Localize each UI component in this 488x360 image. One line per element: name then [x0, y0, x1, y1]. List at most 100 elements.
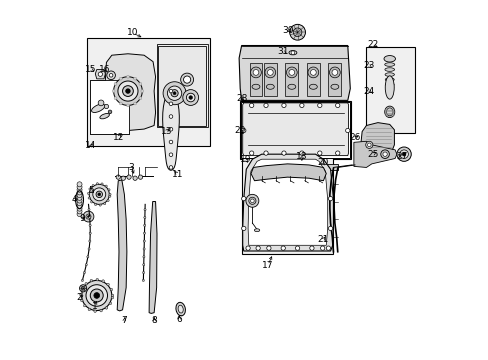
Circle shape: [126, 104, 129, 107]
Polygon shape: [105, 54, 155, 131]
Circle shape: [317, 103, 321, 108]
Text: 18: 18: [296, 152, 307, 161]
Circle shape: [119, 77, 122, 80]
Circle shape: [121, 176, 125, 180]
Circle shape: [94, 203, 97, 206]
Circle shape: [143, 240, 145, 242]
Circle shape: [163, 82, 185, 105]
Circle shape: [86, 285, 107, 306]
Polygon shape: [95, 69, 105, 79]
Polygon shape: [239, 45, 349, 100]
Text: 30: 30: [282, 26, 293, 35]
Circle shape: [107, 199, 109, 202]
Polygon shape: [242, 154, 333, 251]
Circle shape: [88, 208, 90, 211]
Bar: [323, 163, 338, 170]
Circle shape: [264, 151, 267, 155]
Circle shape: [335, 151, 339, 155]
Circle shape: [111, 296, 113, 299]
Circle shape: [125, 89, 130, 93]
Circle shape: [183, 90, 198, 105]
Polygon shape: [242, 103, 348, 156]
Circle shape: [289, 24, 305, 40]
Circle shape: [255, 246, 260, 250]
Circle shape: [102, 280, 104, 282]
Circle shape: [77, 203, 82, 208]
Ellipse shape: [178, 305, 183, 313]
Circle shape: [89, 232, 91, 234]
Text: 10: 10: [126, 28, 138, 37]
Circle shape: [245, 246, 250, 250]
Circle shape: [299, 103, 304, 108]
Ellipse shape: [385, 78, 393, 81]
Circle shape: [111, 294, 114, 297]
Bar: [241, 150, 333, 253]
Text: 2: 2: [77, 293, 82, 302]
Text: 4: 4: [71, 195, 77, 204]
Text: 17: 17: [262, 261, 273, 270]
Text: 26: 26: [348, 133, 360, 142]
Circle shape: [141, 90, 143, 93]
Circle shape: [109, 193, 111, 195]
Text: 28: 28: [236, 94, 247, 103]
Circle shape: [169, 127, 172, 131]
Circle shape: [87, 192, 89, 194]
Circle shape: [94, 293, 100, 298]
Circle shape: [249, 151, 253, 155]
Circle shape: [142, 271, 144, 274]
Circle shape: [87, 216, 89, 218]
Circle shape: [114, 97, 117, 100]
Circle shape: [295, 246, 299, 250]
Circle shape: [317, 151, 321, 155]
Circle shape: [402, 152, 405, 156]
Text: 11: 11: [172, 170, 183, 179]
Circle shape: [143, 216, 145, 219]
Circle shape: [171, 90, 178, 97]
Circle shape: [328, 226, 332, 230]
Circle shape: [169, 153, 172, 157]
Circle shape: [266, 246, 270, 250]
Circle shape: [113, 77, 142, 105]
Circle shape: [98, 193, 101, 196]
Bar: [89, 80, 129, 134]
Ellipse shape: [254, 229, 259, 231]
Circle shape: [77, 195, 82, 201]
Circle shape: [89, 224, 91, 226]
Circle shape: [77, 184, 82, 189]
Circle shape: [81, 299, 83, 302]
Text: 20: 20: [316, 158, 328, 167]
Circle shape: [88, 308, 90, 311]
Circle shape: [100, 309, 102, 312]
Text: 14: 14: [85, 141, 97, 150]
Circle shape: [81, 279, 83, 282]
Polygon shape: [117, 180, 126, 311]
Ellipse shape: [176, 302, 185, 316]
Ellipse shape: [309, 84, 317, 89]
Text: 16: 16: [99, 65, 110, 74]
Circle shape: [307, 67, 318, 78]
Circle shape: [173, 92, 176, 95]
Polygon shape: [247, 159, 327, 245]
Circle shape: [143, 208, 146, 211]
Circle shape: [88, 197, 90, 199]
Circle shape: [114, 82, 117, 85]
Circle shape: [309, 246, 313, 250]
Circle shape: [85, 264, 87, 266]
Circle shape: [396, 147, 410, 161]
Circle shape: [86, 256, 89, 258]
Circle shape: [241, 226, 245, 230]
Bar: [366, 47, 414, 134]
Circle shape: [328, 197, 332, 201]
Circle shape: [143, 248, 145, 250]
Text: 25: 25: [366, 150, 378, 159]
Text: 5: 5: [88, 186, 94, 195]
Text: 24: 24: [363, 86, 374, 95]
Ellipse shape: [385, 83, 393, 86]
Circle shape: [264, 67, 275, 78]
Bar: [87, 39, 210, 146]
Ellipse shape: [386, 108, 392, 116]
Ellipse shape: [266, 84, 274, 89]
Ellipse shape: [384, 68, 394, 71]
Circle shape: [80, 285, 86, 292]
Circle shape: [77, 187, 82, 192]
